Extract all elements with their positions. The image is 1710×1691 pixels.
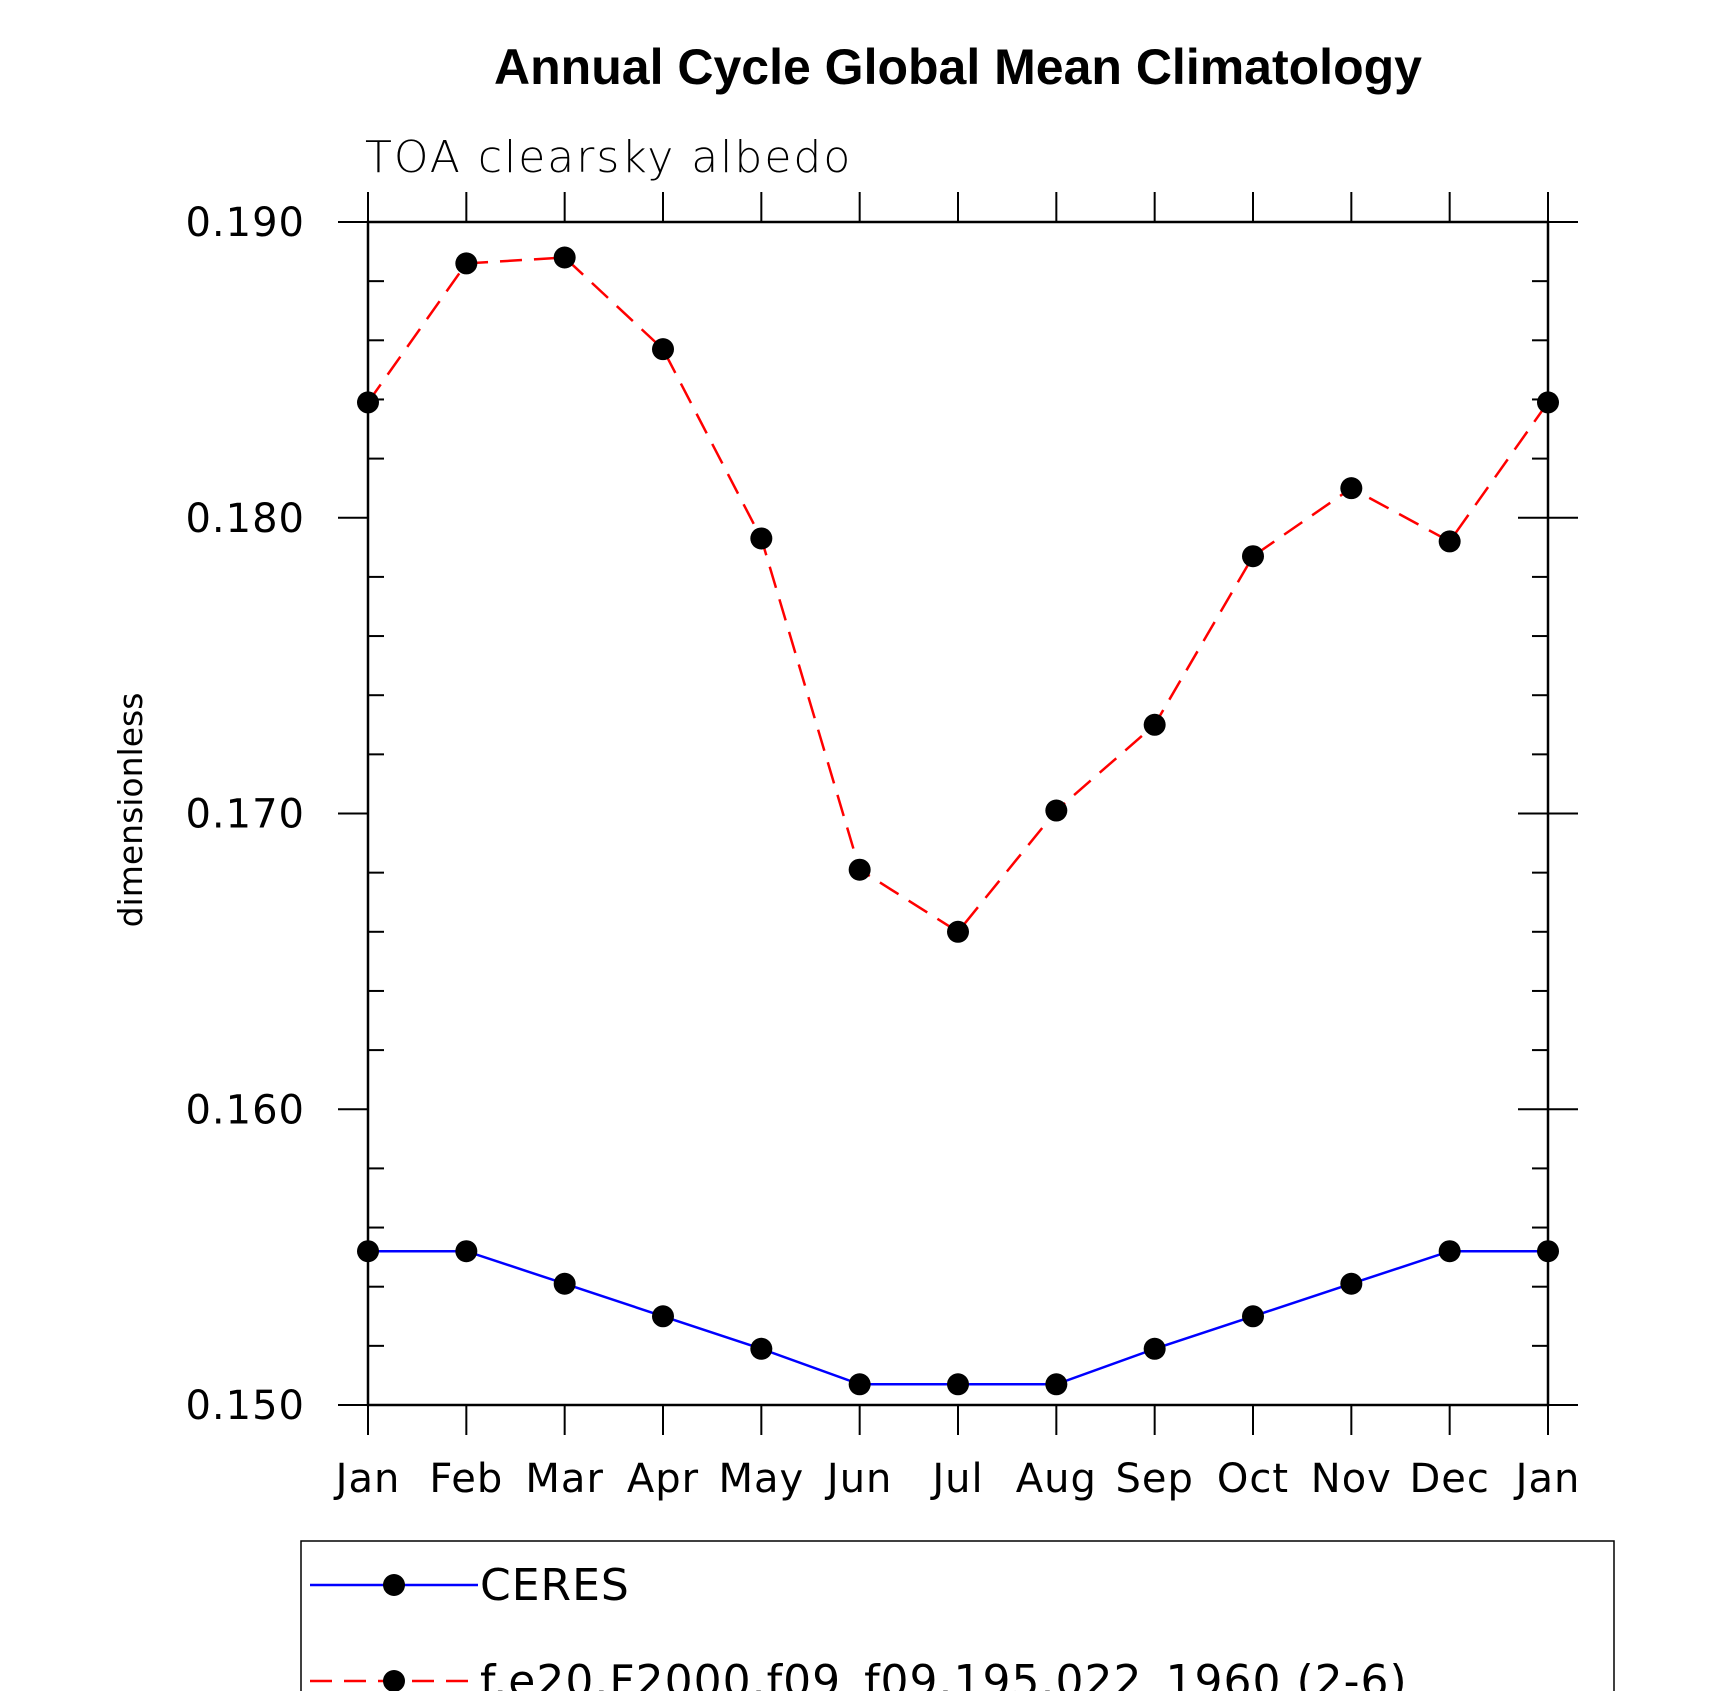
series-layer [357, 246, 1559, 1396]
y-tick-label: 0.190 [185, 200, 305, 246]
data-point [553, 246, 576, 269]
data-point [848, 1373, 871, 1396]
data-point [750, 1337, 773, 1360]
data-point [553, 1272, 576, 1295]
legend: CERES f.e20.F2000.f09_f09.195.022_1960 (… [300, 1540, 1615, 1691]
data-point [1537, 391, 1559, 414]
data-point [1242, 545, 1264, 568]
data-point [652, 338, 674, 361]
y-tick-label: 0.150 [185, 1383, 305, 1429]
legend-entry-0: CERES [310, 1560, 630, 1611]
chart-subtitle: TOA clearsky albedo [365, 132, 852, 183]
legend-box [300, 1540, 1615, 1691]
x-tick-label: Feb [429, 1456, 503, 1502]
data-point [848, 858, 871, 881]
data-point [750, 527, 773, 550]
legend-swatch-marker-1 [383, 1670, 405, 1691]
y-tick-labels: 0.150 0.160 0.170 0.180 0.190 [185, 200, 305, 1429]
legend-entry-1: f.e20.F2000.f09_f09.195.022_1960 (2-6) [310, 1656, 1408, 1691]
x-tick-label: Sep [1115, 1456, 1193, 1502]
x-tick-label: Aug [1016, 1456, 1097, 1502]
legend-label-0: CERES [480, 1560, 630, 1611]
data-point [1045, 799, 1068, 822]
plot-area: 0.150 0.160 0.170 0.180 0.190 Jan Feb Mar Apr Ma… [185, 192, 1581, 1502]
x-tick-label: May [718, 1456, 804, 1502]
data-point [1242, 1305, 1264, 1328]
data-point [947, 1373, 969, 1396]
series-1 [357, 246, 1559, 943]
legend-label-1: f.e20.F2000.f09_f09.195.022_1960 (2-6) [480, 1656, 1408, 1691]
data-point [947, 920, 969, 943]
data-point [357, 1240, 379, 1263]
x-tick-labels: Jan Feb Mar Apr May Jun Jul Aug Sep Oct Nov Dec Jan [333, 1456, 1581, 1502]
series-0 [357, 1240, 1559, 1396]
data-point [455, 252, 478, 275]
y-axis-label: dimensionless [111, 693, 150, 928]
x-tick-label: Nov [1311, 1456, 1392, 1502]
y-tick-label: 0.180 [185, 496, 305, 542]
series-line-0 [368, 1249, 1548, 1386]
x-tick-label: Jul [929, 1456, 983, 1502]
data-point [1438, 530, 1461, 553]
data-point [1438, 1240, 1461, 1263]
legend-swatch-marker-0 [383, 1574, 405, 1596]
data-point [1045, 1373, 1068, 1396]
data-point [1143, 713, 1166, 736]
data-point [455, 1240, 478, 1263]
data-point [652, 1305, 674, 1328]
x-tick-label: Jan [1513, 1456, 1581, 1502]
axis-ticks [338, 192, 1578, 1435]
data-point [357, 391, 379, 414]
chart-title: Annual Cycle Global Mean Climatology [494, 39, 1422, 95]
x-tick-label: Dec [1409, 1456, 1489, 1502]
data-point [1537, 1240, 1559, 1263]
y-tick-label: 0.170 [185, 792, 305, 838]
y-tick-label: 0.160 [185, 1087, 305, 1133]
series-line-1 [366, 256, 1550, 934]
data-point [1143, 1337, 1166, 1360]
data-point [1340, 477, 1363, 500]
data-point [1340, 1272, 1363, 1295]
x-tick-label: Oct [1217, 1456, 1289, 1502]
x-tick-label: Apr [627, 1456, 699, 1502]
x-tick-label: Jan [333, 1456, 401, 1502]
plot-frame [366, 220, 1550, 1407]
x-tick-label: Jun [824, 1456, 893, 1502]
x-tick-label: Mar [525, 1456, 603, 1502]
